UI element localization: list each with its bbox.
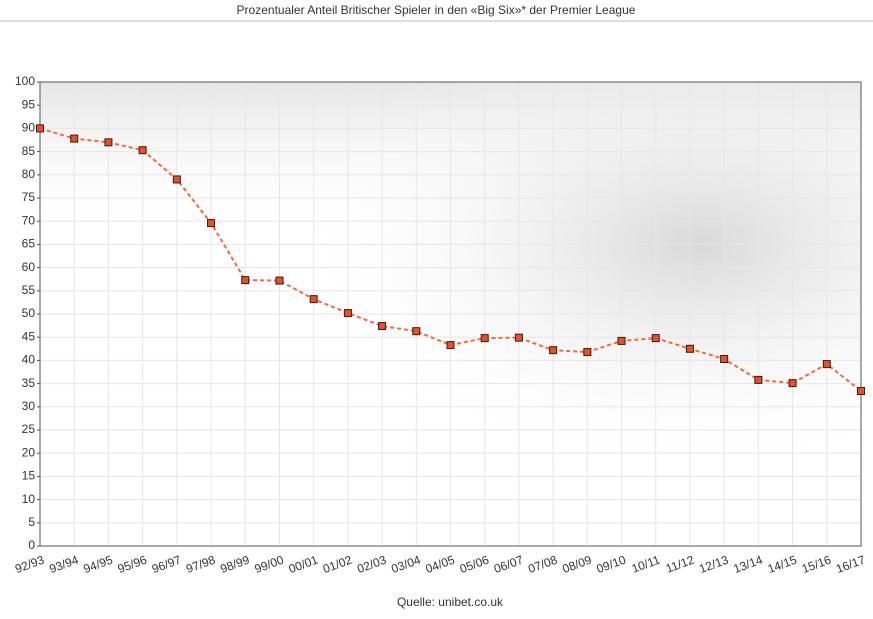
y-tick-label: 100 [15,74,35,88]
x-tick-label: 10/11 [630,553,662,576]
point-marker [241,276,250,285]
point-marker [343,309,352,318]
x-tick-label: 98/99 [218,553,251,577]
x-tick-label: 15/16 [800,553,833,577]
x-tick-label: 04/05 [424,553,457,577]
x-tick-label: 14/15 [766,553,799,577]
y-tick-label: 35 [22,376,36,390]
point-marker [720,355,729,364]
y-tick-label: 15 [22,469,36,483]
x-tick-label: 08/09 [560,553,593,577]
x-tick-label: 05/06 [458,553,491,577]
y-tick-label: 95 [22,97,36,111]
x-tick-label: 99/00 [253,553,286,577]
y-tick-label: 90 [22,121,36,135]
y-tick-label: 55 [22,283,36,297]
x-tick-label: 07/08 [526,553,559,577]
x-tick-label: 93/94 [47,553,80,577]
y-tick-label: 25 [22,422,36,436]
y-tick-label: 30 [22,399,36,413]
x-tick-label: 16/17 [834,553,867,577]
point-marker [207,219,216,228]
x-tick-label: 95/96 [116,553,149,577]
point-marker [651,334,660,343]
x-tick-label: 11/12 [664,553,696,576]
y-tick-label: 85 [22,144,36,158]
y-tick-label: 70 [22,213,36,227]
point-marker [309,295,318,304]
point-marker [754,375,763,384]
point-marker [138,146,147,155]
x-tick-label: 03/04 [389,553,422,577]
point-marker [70,134,79,143]
x-tick-label: 01/02 [321,553,354,577]
x-tick-label: 12/13 [697,553,730,577]
y-tick-label: 50 [22,306,36,320]
point-marker [446,341,455,350]
point-marker [788,379,797,388]
y-tick-label: 20 [22,445,36,459]
y-tick-label: 75 [22,190,36,204]
x-tick-label: 06/07 [492,553,525,577]
point-marker [583,348,592,357]
point-marker [822,360,831,369]
y-tick-label: 40 [22,353,36,367]
y-tick-label: 80 [22,167,36,181]
y-tick-label: 60 [22,260,36,274]
point-marker [104,138,113,147]
point-marker [480,334,489,343]
chart-title: Prozentualer Anteil Britischer Spieler i… [237,3,636,17]
y-tick-label: 65 [22,237,36,251]
point-marker [412,327,421,336]
point-marker [549,346,558,355]
point-marker [685,344,694,353]
x-tick-label: 09/10 [595,553,628,577]
x-tick-label: 97/98 [184,553,217,577]
point-marker [378,322,387,331]
point-marker [275,276,284,285]
point-marker [36,124,44,133]
x-tick-label: 00/01 [287,553,320,577]
y-tick-label: 45 [22,329,36,343]
y-tick-label: 0 [28,538,35,552]
point-marker [617,336,626,345]
x-tick-label: 94/95 [82,553,115,577]
x-tick-label: 92/93 [13,553,46,577]
point-marker [172,175,181,184]
point-marker [514,333,523,342]
y-tick-label: 10 [22,492,36,506]
point-marker [857,387,865,396]
x-tick-label: 13/14 [731,553,764,577]
y-tick-label: 5 [28,515,35,529]
x-tick-label: 96/97 [150,553,183,577]
source: Quelle: unibet.co.uk [397,595,504,609]
x-tick-label: 02/03 [355,553,388,577]
